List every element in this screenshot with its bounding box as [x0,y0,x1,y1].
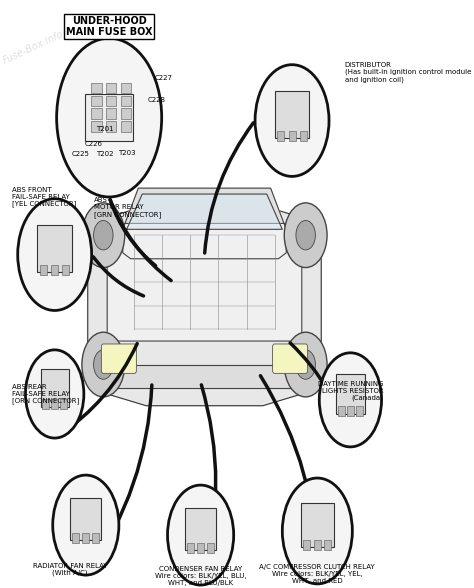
FancyBboxPatch shape [82,533,89,543]
FancyBboxPatch shape [274,91,310,138]
Circle shape [18,199,91,310]
FancyBboxPatch shape [207,543,214,553]
Text: C226: C226 [84,141,102,147]
Text: RADIATOR FAN RELAY
(With A/C): RADIATOR FAN RELAY (With A/C) [33,563,108,576]
FancyBboxPatch shape [356,406,363,416]
Circle shape [93,220,113,250]
Circle shape [319,353,382,447]
FancyBboxPatch shape [289,131,296,141]
Circle shape [82,203,125,268]
FancyBboxPatch shape [73,533,79,543]
FancyBboxPatch shape [106,83,116,93]
FancyBboxPatch shape [107,223,302,341]
Text: DAYTIME RUNNING
LIGHTS RESISTOR
(Canada): DAYTIME RUNNING LIGHTS RESISTOR (Canada) [318,381,383,401]
Text: ABS FRONT
FAIL-SAFE RELAY
[YEL CONNECTOR]: ABS FRONT FAIL-SAFE RELAY [YEL CONNECTOR… [12,186,76,208]
FancyBboxPatch shape [41,369,69,407]
Circle shape [284,332,327,397]
FancyBboxPatch shape [336,374,365,414]
FancyBboxPatch shape [301,503,334,547]
FancyBboxPatch shape [106,109,116,119]
FancyBboxPatch shape [106,122,116,132]
Circle shape [296,350,315,379]
FancyBboxPatch shape [91,83,101,93]
FancyBboxPatch shape [120,122,131,132]
Text: UNDER-HOOD
MAIN FUSE BOX: UNDER-HOOD MAIN FUSE BOX [66,16,153,37]
FancyBboxPatch shape [120,83,131,93]
FancyBboxPatch shape [185,508,216,550]
FancyBboxPatch shape [120,96,131,106]
FancyBboxPatch shape [337,406,345,416]
FancyBboxPatch shape [101,344,137,373]
FancyBboxPatch shape [51,265,58,275]
FancyBboxPatch shape [120,109,131,119]
FancyBboxPatch shape [347,406,354,416]
FancyBboxPatch shape [37,225,72,272]
FancyBboxPatch shape [91,109,101,119]
FancyBboxPatch shape [273,344,308,373]
Polygon shape [123,188,286,259]
Circle shape [283,478,352,584]
FancyBboxPatch shape [300,131,307,141]
Polygon shape [127,194,283,229]
FancyBboxPatch shape [42,399,49,409]
FancyBboxPatch shape [303,540,310,550]
Circle shape [56,38,162,197]
FancyBboxPatch shape [85,94,134,142]
Text: C227: C227 [155,75,173,81]
FancyBboxPatch shape [51,399,58,409]
Text: C225: C225 [72,151,90,157]
FancyBboxPatch shape [91,96,101,106]
FancyBboxPatch shape [106,96,116,106]
Polygon shape [115,365,294,388]
FancyBboxPatch shape [324,540,331,550]
FancyBboxPatch shape [60,399,67,409]
FancyBboxPatch shape [187,543,194,553]
Circle shape [255,65,329,176]
FancyBboxPatch shape [197,543,204,553]
FancyBboxPatch shape [277,131,284,141]
Circle shape [284,203,327,268]
FancyBboxPatch shape [314,540,321,550]
Circle shape [296,220,315,250]
Text: T203: T203 [118,150,136,156]
Text: A/C COMPRESSOR CLUTCH RELAY
Wire colors: BLK/YEL, YEL,
WHT, and RED: A/C COMPRESSOR CLUTCH RELAY Wire colors:… [259,564,375,584]
Text: CONDENSER FAN RELAY
Wire colors: BLK/YEL, BLU,
WHT, and BLU/BLK: CONDENSER FAN RELAY Wire colors: BLK/YEL… [155,566,246,586]
FancyBboxPatch shape [62,265,69,275]
Circle shape [93,350,113,379]
FancyBboxPatch shape [92,533,99,543]
FancyBboxPatch shape [91,122,101,132]
Text: T201: T201 [96,126,114,132]
Polygon shape [88,206,321,406]
Circle shape [26,350,84,438]
Text: ABS
MOTOR RELAY
[GRN CONNECTOR]: ABS MOTOR RELAY [GRN CONNECTOR] [93,197,161,218]
Text: T202: T202 [97,151,114,157]
Text: C228: C228 [148,97,166,103]
Circle shape [82,332,125,397]
Text: Fuse-Box.info: Fuse-Box.info [1,29,65,65]
FancyBboxPatch shape [70,498,101,540]
Circle shape [167,485,234,585]
FancyBboxPatch shape [40,265,47,275]
Circle shape [53,475,119,575]
Text: ABS REAR
FAIL-SAFE RELAY
[ORN CONNECTOR]: ABS REAR FAIL-SAFE RELAY [ORN CONNECTOR] [12,383,79,405]
Text: DISTRIBUTOR
(Has built-in ignition control module
and ignition coil): DISTRIBUTOR (Has built-in ignition contr… [345,62,471,83]
